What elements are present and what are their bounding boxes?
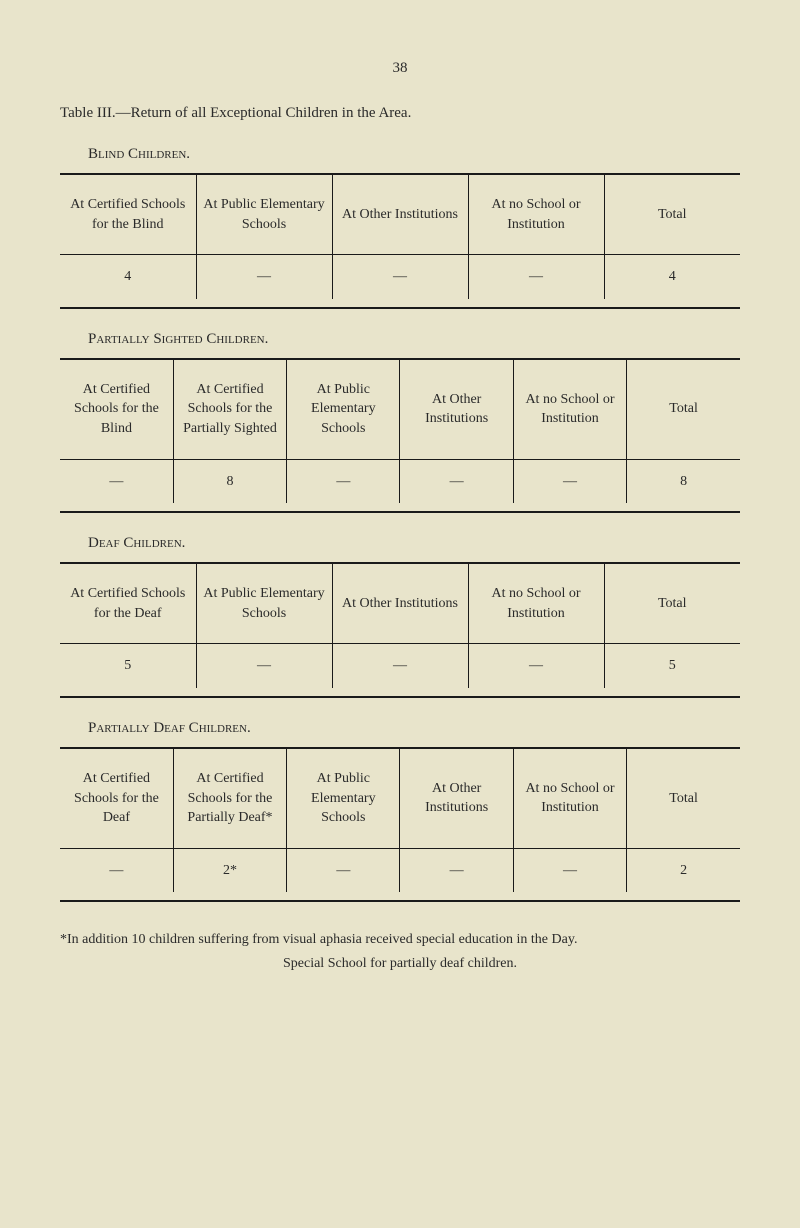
col-header: At Other Institutions [400,360,513,459]
section-heading-partially-deaf: Partially Deaf Children. [88,720,740,737]
cell: 2 [627,848,740,892]
cell: 2* [173,848,286,892]
cell: 8 [173,459,286,503]
cell: — [332,255,468,299]
col-header: At Certified Schools for the Blind [60,175,196,255]
col-header: At Certified Schools for the Partially D… [173,749,286,848]
cell: 4 [60,255,196,299]
table-blind: At Certified Schools for the Blind At Pu… [60,175,740,299]
col-header: At Public Elementary Schools [287,360,400,459]
page-number: 38 [60,60,740,77]
col-header: Total [604,175,740,255]
col-header: At Other Institutions [400,749,513,848]
col-header: At no School or Institution [468,564,604,644]
footnote: *In addition 10 children suffering from … [60,928,740,976]
section-heading-deaf: Deaf Children. [88,535,740,552]
cell: 5 [60,644,196,688]
cell: — [60,848,173,892]
col-header: Total [627,749,740,848]
col-header: At Certified Schools for the Blind [60,360,173,459]
col-header: At Other Institutions [332,564,468,644]
col-header: At Public Elementary Schools [196,564,332,644]
section-heading-partially-sighted: Partially Sighted Children. [88,331,740,348]
cell: — [468,255,604,299]
table-title: Table III.—Return of all Exceptional Chi… [60,105,740,122]
footnote-line-2: Special School for partially deaf childr… [60,952,740,976]
cell: — [287,848,400,892]
col-header: Total [627,360,740,459]
table-partially-deaf: At Certified Schools for the Deaf At Cer… [60,749,740,892]
col-header: At Certified Schools for the Deaf [60,749,173,848]
cell: — [196,644,332,688]
table-deaf: At Certified Schools for the Deaf At Pub… [60,564,740,688]
col-header: At Certified Schools for the Deaf [60,564,196,644]
cell: 5 [604,644,740,688]
col-header: At Other Institutions [332,175,468,255]
cell: 4 [604,255,740,299]
cell: — [287,459,400,503]
cell: — [400,848,513,892]
col-header: At no School or Institution [513,360,626,459]
col-header: At Public Elementary Schools [287,749,400,848]
cell: — [400,459,513,503]
section-heading-blind: Blind Children. [88,146,740,163]
col-header: At no School or Institution [468,175,604,255]
cell: — [513,848,626,892]
col-header: At no School or Institution [513,749,626,848]
cell: — [332,644,468,688]
cell: — [196,255,332,299]
col-header: Total [604,564,740,644]
col-header: At Public Elementary Schools [196,175,332,255]
cell: — [60,459,173,503]
table-partially-sighted: At Certified Schools for the Blind At Ce… [60,360,740,503]
footnote-line-1: *In addition 10 children suffering from … [60,928,740,952]
cell: — [513,459,626,503]
col-header: At Certified Schools for the Partially S… [173,360,286,459]
cell: 8 [627,459,740,503]
cell: — [468,644,604,688]
